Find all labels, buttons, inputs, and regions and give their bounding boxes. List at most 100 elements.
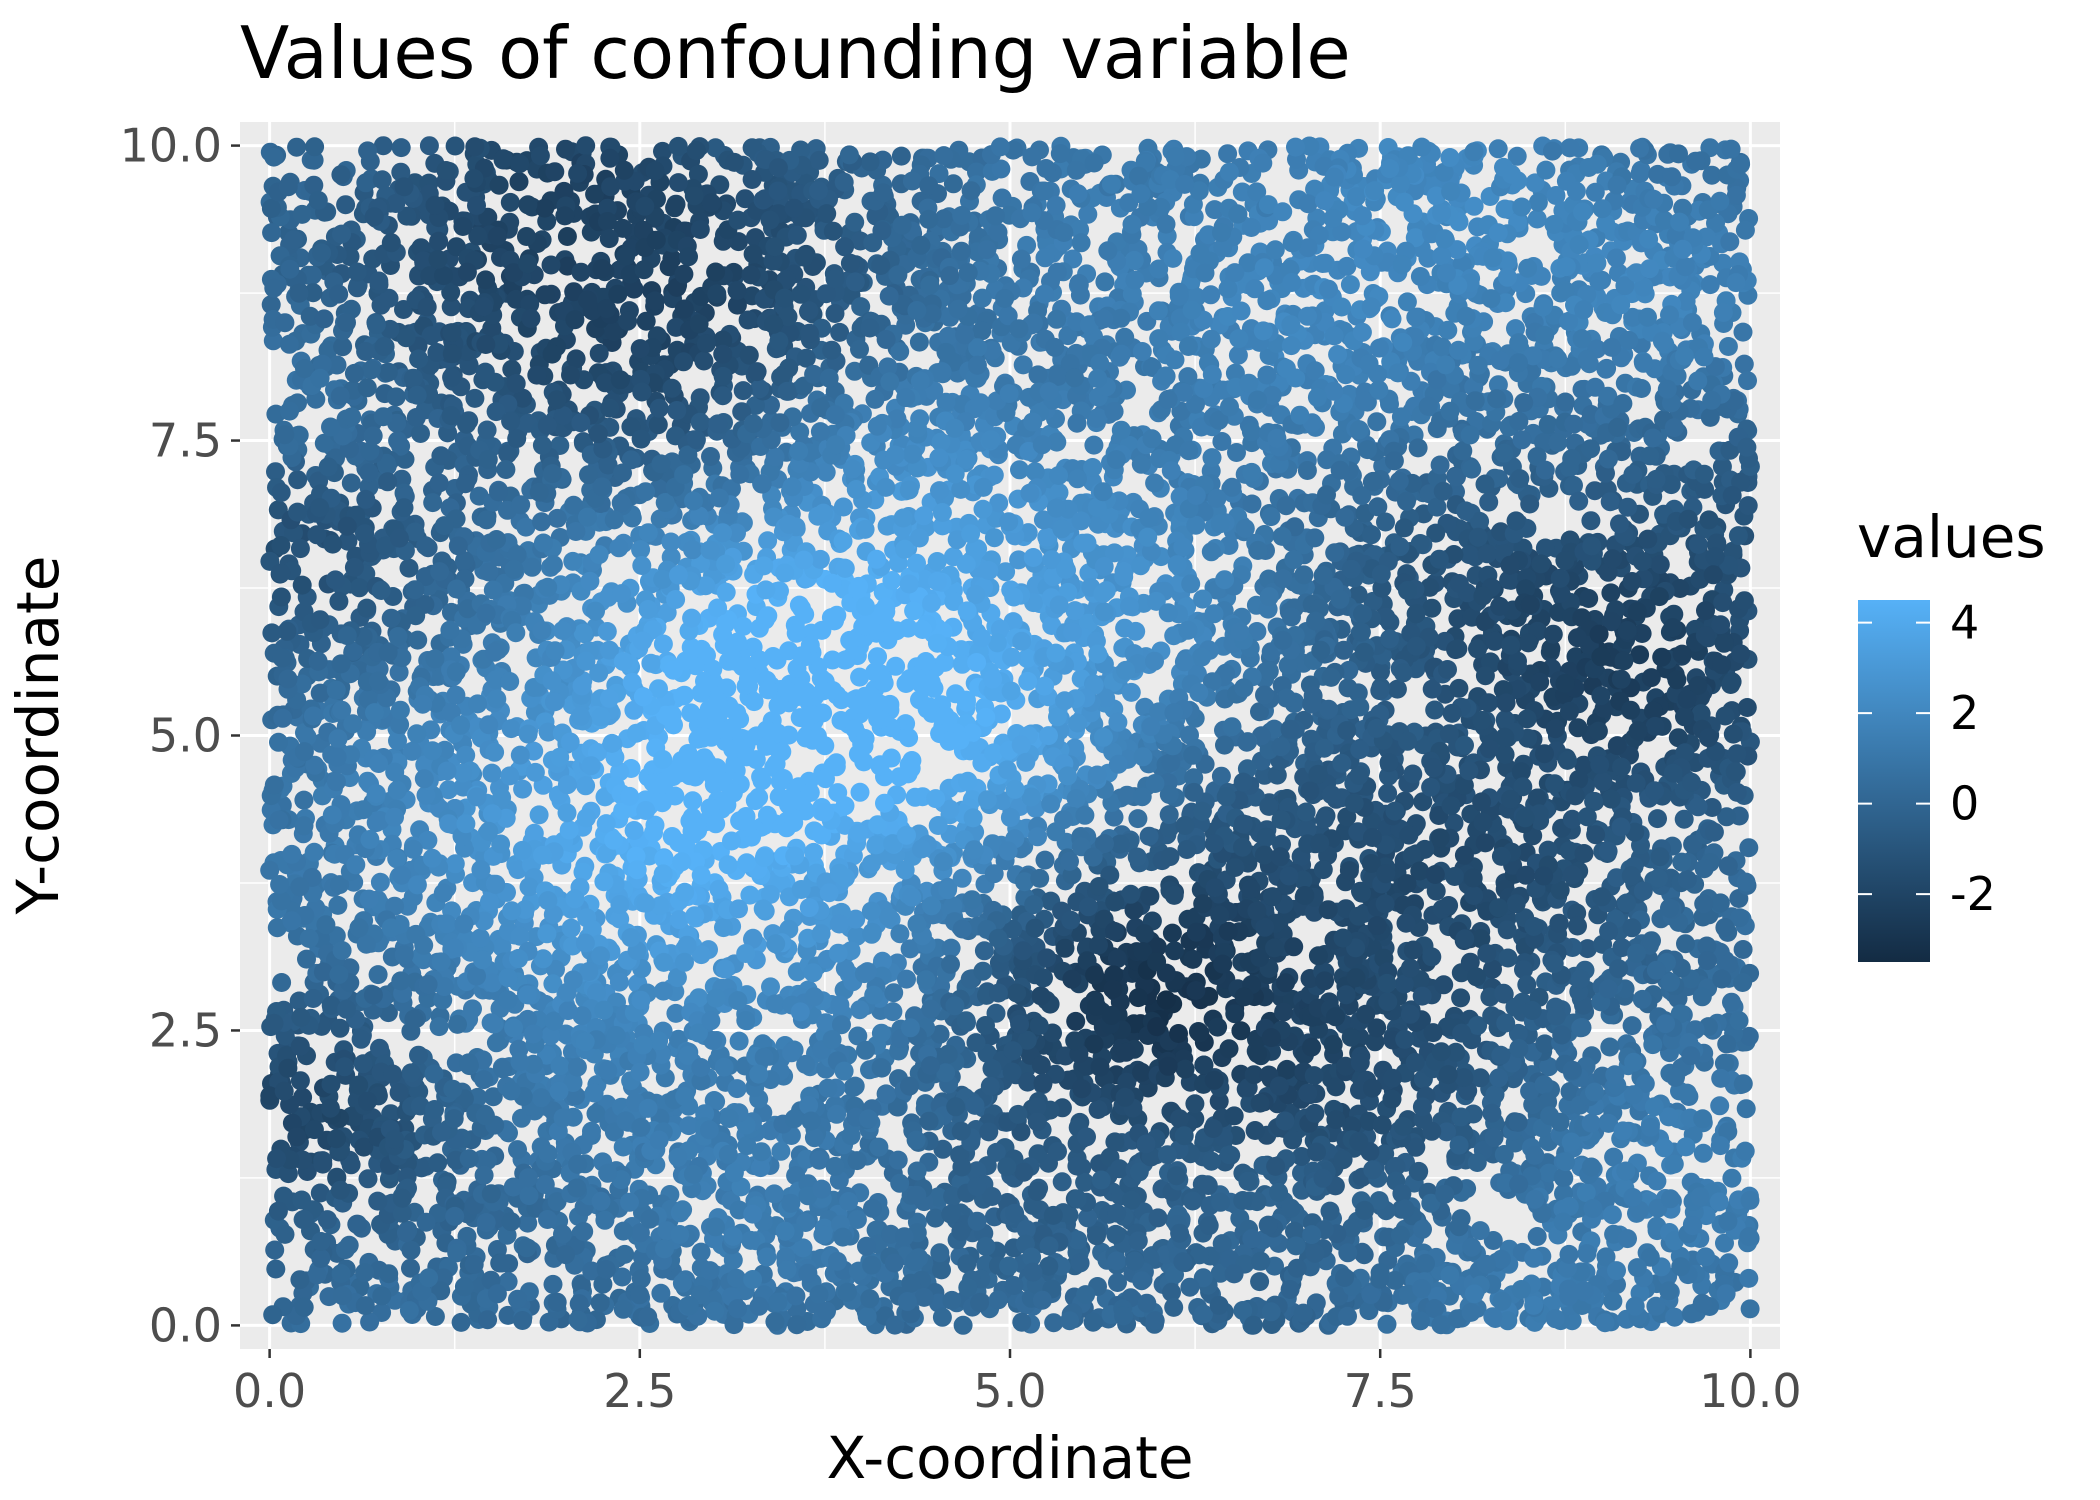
scatter-point (423, 741, 442, 761)
scatter-point (1088, 408, 1108, 428)
scatter-point (1333, 1150, 1353, 1170)
scatter-point (358, 1169, 378, 1189)
scatter-point (288, 470, 308, 490)
scatter-point (401, 1258, 420, 1278)
scatter-point (1722, 1168, 1742, 1188)
scatter-point (441, 297, 461, 317)
scatter-point (1212, 432, 1232, 451)
scatter-point (716, 582, 736, 602)
scatter-point (1408, 438, 1428, 458)
scatter-point (408, 630, 428, 650)
scatter-point (1559, 841, 1579, 861)
scatter-point (1722, 992, 1741, 1012)
scatter-point (1340, 275, 1360, 295)
scatter-point (289, 991, 309, 1011)
scatter-point (1700, 275, 1720, 295)
scatter-point (992, 188, 1012, 208)
scatter-point (509, 172, 529, 192)
scatter-point (1367, 412, 1387, 432)
scatter-point (1438, 320, 1458, 340)
scatter-point (356, 173, 376, 193)
scatter-point (1137, 1293, 1157, 1313)
scatter-point (933, 1139, 953, 1159)
scatter-point (498, 1305, 518, 1325)
scatter-point (1338, 678, 1358, 698)
scatter-point (1596, 359, 1616, 379)
scatter-point (1210, 1263, 1230, 1283)
scatter-point (1483, 1231, 1503, 1250)
scatter-point (809, 150, 829, 170)
scatter-point (1596, 1247, 1616, 1267)
scatter-point (1010, 460, 1029, 480)
scatter-point (351, 1029, 371, 1049)
scatter-point (1601, 583, 1621, 603)
scatter-point (1191, 149, 1211, 169)
scatter-point (1108, 1273, 1127, 1292)
scatter-point (1733, 940, 1753, 959)
scatter-point (445, 136, 465, 156)
scatter-point (1713, 593, 1733, 613)
scatter-point (823, 221, 843, 241)
scatter-point (518, 1213, 538, 1233)
scatter-point (1363, 591, 1383, 611)
scatter-point (706, 138, 725, 158)
scatter-point (1323, 1035, 1343, 1054)
scatter-point (492, 937, 512, 957)
scatter-point (372, 170, 392, 190)
scatter-point (1083, 458, 1103, 477)
scatter-point (573, 862, 593, 882)
scatter-point (846, 480, 866, 499)
scatter-point (262, 223, 282, 243)
scatter-point (916, 652, 936, 671)
scatter-point (508, 1140, 527, 1160)
scatter-point (825, 304, 845, 323)
scatter-points (260, 136, 1760, 1335)
scatter-point (1313, 254, 1333, 273)
scatter-point (349, 578, 369, 598)
scatter-point (1568, 718, 1588, 738)
scatter-point (1648, 809, 1667, 829)
scatter-point (1739, 1268, 1759, 1288)
scatter-point (592, 259, 612, 279)
scatter-point (1209, 1091, 1229, 1111)
scatter-point (796, 348, 816, 368)
scatter-point (848, 1026, 868, 1046)
scatter-point (972, 288, 992, 308)
scatter-point (1693, 1143, 1713, 1163)
scatter-point (1107, 949, 1127, 969)
scatter-point (1225, 363, 1245, 383)
scatter-point (1337, 256, 1357, 276)
scatter-point (272, 973, 292, 992)
scatter-point (668, 136, 688, 156)
scatter-point (886, 656, 906, 676)
scatter-point (1095, 272, 1115, 292)
scatter-point (1013, 355, 1033, 375)
scatter-point (890, 342, 910, 362)
scatter-point (1676, 1137, 1696, 1157)
scatter-point (1048, 1142, 1067, 1161)
scatter-point (977, 790, 997, 810)
scatter-point (1049, 466, 1069, 485)
scatter-point (1604, 1147, 1624, 1167)
scatter-point (1025, 462, 1045, 482)
scatter-point (1581, 511, 1601, 531)
scatter-point (1075, 1172, 1095, 1192)
scatter-point (1215, 570, 1235, 590)
scatter-point (543, 1274, 563, 1294)
scatter-point (332, 1313, 352, 1333)
scatter-point (531, 1088, 551, 1108)
scatter-point (851, 297, 871, 317)
scatter-point (850, 782, 870, 802)
scatter-point (368, 965, 388, 985)
scatter-point (1375, 1144, 1395, 1164)
scatter-point (1736, 1099, 1756, 1119)
scatter-point (556, 139, 575, 159)
scatter-point (401, 1240, 421, 1260)
scatter-point (1078, 204, 1098, 224)
scatter-point (909, 332, 929, 352)
scatter-point (714, 918, 733, 938)
chart-title: Values of confounding variable (240, 11, 1351, 95)
scatter-point (557, 227, 577, 246)
scatter-point (500, 192, 520, 212)
scatter-point (465, 388, 485, 408)
